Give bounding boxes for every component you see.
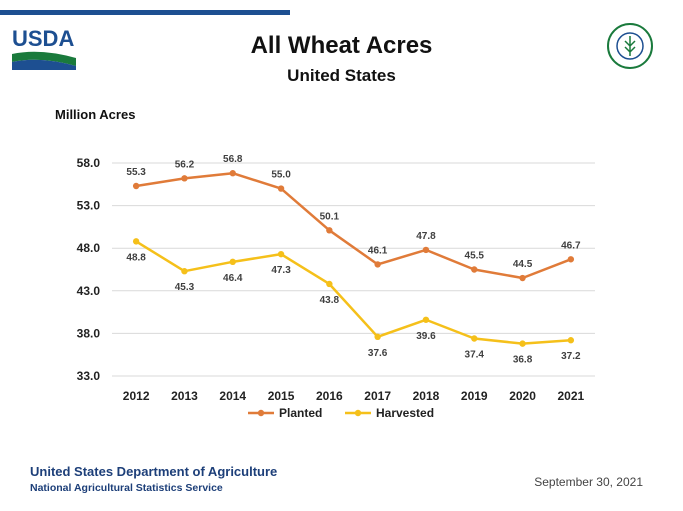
data-label: 39.6 (416, 331, 436, 342)
x-tick-label: 2018 (413, 389, 440, 403)
data-point (374, 333, 381, 341)
x-tick-label: 2021 (557, 389, 584, 403)
data-point (181, 175, 188, 182)
y-tick-label: 53.0 (77, 199, 101, 213)
data-label: 47.8 (416, 231, 436, 242)
x-tick-label: 2020 (509, 389, 536, 403)
data-label: 37.6 (368, 348, 388, 359)
agriculture-counts-seal (607, 23, 653, 69)
x-tick-label: 2017 (364, 389, 391, 403)
data-point (132, 238, 140, 245)
data-point (519, 274, 526, 282)
data-point (567, 337, 575, 344)
y-tick-label: 58.0 (77, 156, 101, 170)
data-point (471, 335, 478, 342)
data-label: 47.3 (271, 265, 291, 276)
data-label: 56.8 (223, 154, 243, 165)
data-point (471, 266, 478, 273)
data-label: 48.8 (126, 252, 146, 263)
data-point (567, 256, 575, 263)
data-point (229, 170, 236, 177)
data-point (519, 340, 526, 347)
y-tick-label: 48.0 (77, 241, 101, 255)
data-label: 46.1 (368, 245, 388, 256)
data-label: 37.2 (561, 351, 581, 362)
series-line-planted (135, 171, 572, 280)
x-tick-label: 2013 (171, 389, 198, 403)
data-label: 44.5 (513, 259, 533, 270)
data-label: 46.7 (561, 240, 581, 251)
data-point (277, 185, 285, 192)
footer-date: September 30, 2021 (534, 475, 643, 489)
x-tick-label: 2012 (123, 389, 150, 403)
svg-text:USDA: USDA (12, 26, 74, 51)
data-label: 55.3 (126, 167, 146, 178)
data-label: 56.2 (175, 159, 195, 170)
data-label: 36.8 (513, 355, 533, 366)
y-tick-label: 43.0 (77, 284, 101, 298)
data-label: 55.0 (271, 170, 291, 181)
legend-marker (257, 409, 265, 417)
data-label: 37.4 (465, 350, 485, 361)
x-tick-label: 2016 (316, 389, 343, 403)
header-rule (0, 10, 683, 16)
legend-label: Planted (279, 406, 322, 420)
series-line-harvested (135, 240, 571, 345)
footer-service: National Agricultural Statistics Service (30, 482, 223, 494)
legend-label: Harvested (376, 406, 434, 420)
data-label: 45.5 (465, 251, 485, 262)
x-tick-label: 2019 (461, 389, 488, 403)
data-label: 50.1 (320, 211, 340, 222)
y-tick-label: 33.0 (77, 369, 101, 383)
data-point (132, 182, 140, 190)
data-point (422, 316, 430, 323)
y-tick-label: 38.0 (77, 326, 101, 340)
data-label: 43.8 (320, 295, 340, 306)
data-point (422, 246, 430, 254)
data-point (326, 227, 333, 234)
footer-org: United States Department of Agriculture (30, 464, 278, 479)
x-tick-label: 2015 (268, 389, 295, 403)
data-point (374, 261, 381, 268)
chart-title: All Wheat Acres (250, 32, 433, 59)
chart-subtitle: United States (287, 66, 396, 85)
data-point (181, 268, 188, 275)
data-label: 46.4 (223, 273, 243, 284)
data-point (277, 250, 285, 258)
y-axis-label: Million Acres (55, 107, 136, 122)
data-point (326, 280, 333, 288)
x-tick-label: 2014 (219, 389, 246, 403)
data-label: 45.3 (175, 282, 195, 293)
legend-marker (354, 409, 362, 417)
usda-logo: USDA (12, 26, 76, 70)
data-point (229, 258, 236, 266)
